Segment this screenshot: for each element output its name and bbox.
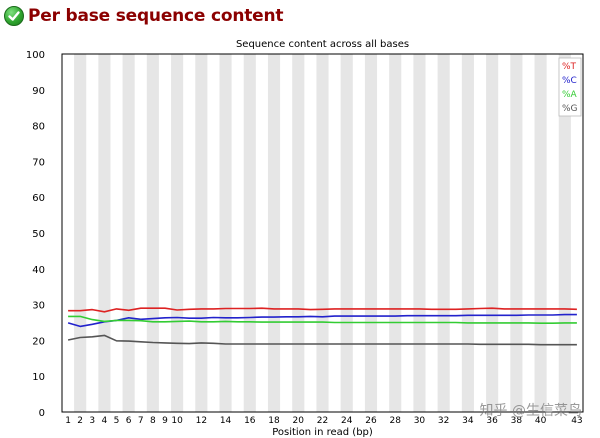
y-tick-label: 10 bbox=[32, 372, 45, 383]
series-line-a bbox=[68, 315, 577, 325]
y-tick-label: 0 bbox=[39, 408, 45, 419]
x-tick-label: 9 bbox=[162, 416, 168, 426]
check-circle-icon bbox=[4, 6, 24, 26]
grid-band bbox=[486, 54, 499, 412]
grid-band bbox=[219, 54, 232, 412]
series-lines bbox=[67, 307, 577, 346]
legend-entry: %T bbox=[562, 62, 577, 72]
grid-band bbox=[98, 54, 111, 412]
y-tick-label: 30 bbox=[32, 301, 45, 312]
legend-entry: %G bbox=[562, 104, 578, 114]
x-tick-label: 7 bbox=[138, 416, 144, 426]
x-tick-label: 6 bbox=[126, 416, 132, 426]
grid-band bbox=[534, 54, 547, 412]
y-tick-label: 80 bbox=[32, 122, 45, 133]
x-tick-label: 20 bbox=[293, 416, 305, 426]
y-tick-label: 60 bbox=[32, 193, 45, 204]
grid-band bbox=[510, 54, 523, 412]
grid-band bbox=[316, 54, 329, 412]
grid-band bbox=[413, 54, 426, 412]
x-tick-label: 4 bbox=[102, 416, 108, 426]
x-axis: 1 2 3 4 5 6 7 8 9 10 12 14 16 18 20 22 24 26 28 30 32 34 36 38 4… bbox=[65, 416, 582, 426]
legend: %T %C %A %G bbox=[558, 57, 582, 117]
legend-entry: %C bbox=[562, 76, 577, 86]
grid-band bbox=[461, 54, 474, 412]
series-line-t bbox=[68, 307, 577, 313]
chart-title: Sequence content across all bases bbox=[236, 39, 409, 50]
x-tick-label: 5 bbox=[114, 416, 120, 426]
x-tick-label: 38 bbox=[511, 416, 523, 426]
x-tick-label: 16 bbox=[244, 416, 256, 426]
y-tick-label: 40 bbox=[32, 265, 45, 276]
grid-band bbox=[340, 54, 353, 412]
x-tick-label: 12 bbox=[196, 416, 207, 426]
x-tick-label: 30 bbox=[414, 416, 426, 426]
grid-band bbox=[267, 54, 281, 412]
x-tick-label: 1 bbox=[65, 416, 71, 426]
grid-band bbox=[292, 54, 305, 412]
alternating-bands bbox=[74, 54, 571, 412]
sequence-content-chart: Sequence content across all bases 0 10 20 3… bbox=[26, 39, 584, 438]
y-tick-label: 100 bbox=[26, 50, 45, 61]
grid-band bbox=[122, 54, 135, 412]
legend-box bbox=[558, 57, 582, 117]
y-tick-label: 70 bbox=[32, 157, 45, 168]
x-tick-label: 26 bbox=[365, 416, 377, 426]
grid-band bbox=[195, 54, 208, 412]
x-tick-label: 34 bbox=[462, 416, 474, 426]
grid-band bbox=[146, 54, 159, 412]
x-tick-label: 22 bbox=[317, 416, 328, 426]
x-tick-label: 36 bbox=[486, 416, 498, 426]
grid-band bbox=[74, 54, 87, 412]
x-tick-label: 2 bbox=[77, 416, 83, 426]
y-tick-label: 50 bbox=[32, 229, 45, 240]
x-axis-label: Position in read (bp) bbox=[272, 427, 373, 438]
plot-border bbox=[61, 53, 584, 413]
grid-band bbox=[364, 54, 378, 412]
x-tick-label: 24 bbox=[341, 416, 353, 426]
watermark: 知乎 @生信菜鸟 bbox=[479, 403, 582, 419]
x-tick-label: 28 bbox=[389, 416, 401, 426]
x-tick-label: 32 bbox=[438, 416, 449, 426]
y-axis: 0 10 20 30 40 50 60 70 80 90 100 bbox=[26, 50, 45, 419]
x-tick-label: 8 bbox=[150, 416, 156, 426]
series-line-g bbox=[67, 334, 577, 346]
module-title: Per base sequence content bbox=[28, 6, 284, 26]
y-tick-label: 20 bbox=[32, 336, 45, 347]
grid-band bbox=[389, 54, 402, 412]
legend-entry: %A bbox=[562, 90, 578, 100]
x-tick-label: 10 bbox=[171, 416, 183, 426]
module-header: Per base sequence content bbox=[4, 4, 284, 28]
grid-band bbox=[243, 54, 256, 412]
grid-band bbox=[171, 54, 184, 412]
x-tick-label: 3 bbox=[89, 416, 95, 426]
y-tick-label: 90 bbox=[32, 86, 45, 97]
x-tick-label: 40 bbox=[535, 416, 547, 426]
x-tick-label: 14 bbox=[220, 416, 232, 426]
series-line-c bbox=[67, 313, 577, 328]
x-tick-label: 43 bbox=[571, 416, 582, 426]
x-tick-label: 18 bbox=[268, 416, 280, 426]
grid-band bbox=[437, 54, 450, 412]
